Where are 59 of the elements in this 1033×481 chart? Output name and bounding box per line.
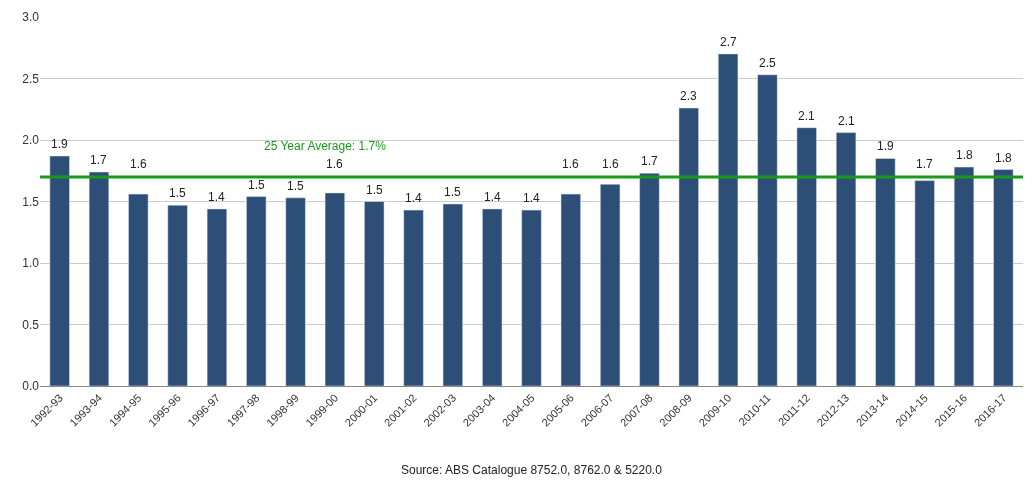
bar	[167, 204, 188, 386]
bar	[88, 171, 110, 386]
bar	[521, 209, 542, 386]
data-label: 1.4	[405, 191, 423, 205]
bar	[718, 53, 739, 386]
bar	[757, 74, 778, 386]
data-label: 1.7	[90, 153, 108, 167]
bar	[49, 155, 70, 386]
bar	[835, 132, 857, 386]
y-tick-label: 2.0	[22, 133, 40, 148]
data-label: 1.5	[444, 185, 462, 199]
bar	[914, 180, 935, 386]
data-label: 1.7	[916, 157, 934, 171]
data-label: 2.1	[798, 109, 816, 123]
y-tick-label: 1.5	[22, 194, 40, 209]
data-label: 1.4	[208, 190, 226, 204]
bar	[285, 197, 306, 386]
data-label: 2.1	[838, 114, 856, 128]
bar	[639, 172, 660, 386]
data-label: 1.5	[287, 179, 305, 193]
bar	[678, 107, 699, 386]
bar	[796, 127, 817, 386]
data-label: 1.8	[956, 148, 974, 162]
bar	[246, 196, 267, 386]
data-label: 1.9	[877, 139, 895, 153]
bar	[324, 192, 345, 386]
data-label: 1.9	[51, 137, 69, 151]
y-tick-label: 0.5	[22, 317, 40, 332]
y-tick-label: 1.0	[22, 256, 40, 271]
bar	[128, 193, 149, 386]
bar	[993, 169, 1014, 386]
bar	[875, 158, 896, 386]
bar	[206, 208, 228, 386]
data-label: 1.5	[169, 186, 187, 200]
bar	[560, 193, 581, 386]
source-note: Source: ABS Catalogue 8752.0, 8762.0 & 5220.0	[401, 463, 663, 477]
data-label: 2.5	[759, 56, 777, 70]
data-label: 1.8	[995, 151, 1013, 165]
data-label: 1.6	[562, 157, 580, 171]
data-label: 1.6	[130, 157, 148, 171]
data-label: 1.6	[326, 157, 344, 171]
bar	[482, 208, 503, 386]
bar	[442, 203, 463, 386]
bar	[364, 201, 385, 386]
data-label: 1.6	[602, 157, 620, 171]
data-label: 2.7	[720, 35, 738, 49]
y-tick-label: 2.5	[22, 71, 40, 86]
data-label: 2.3	[680, 89, 698, 103]
data-label: 1.4	[523, 191, 541, 205]
y-tick-label: 3.0	[22, 10, 40, 25]
bar	[953, 166, 975, 386]
ref-line-label: 25 Year Average: 1.7%	[264, 139, 387, 153]
bar	[403, 209, 424, 386]
data-label: 1.5	[366, 183, 384, 197]
data-label: 1.5	[248, 178, 266, 192]
bar	[600, 184, 621, 386]
data-label: 1.7	[641, 154, 659, 168]
data-label: 1.4	[484, 190, 502, 204]
y-tick-label: 0.0	[22, 379, 40, 394]
